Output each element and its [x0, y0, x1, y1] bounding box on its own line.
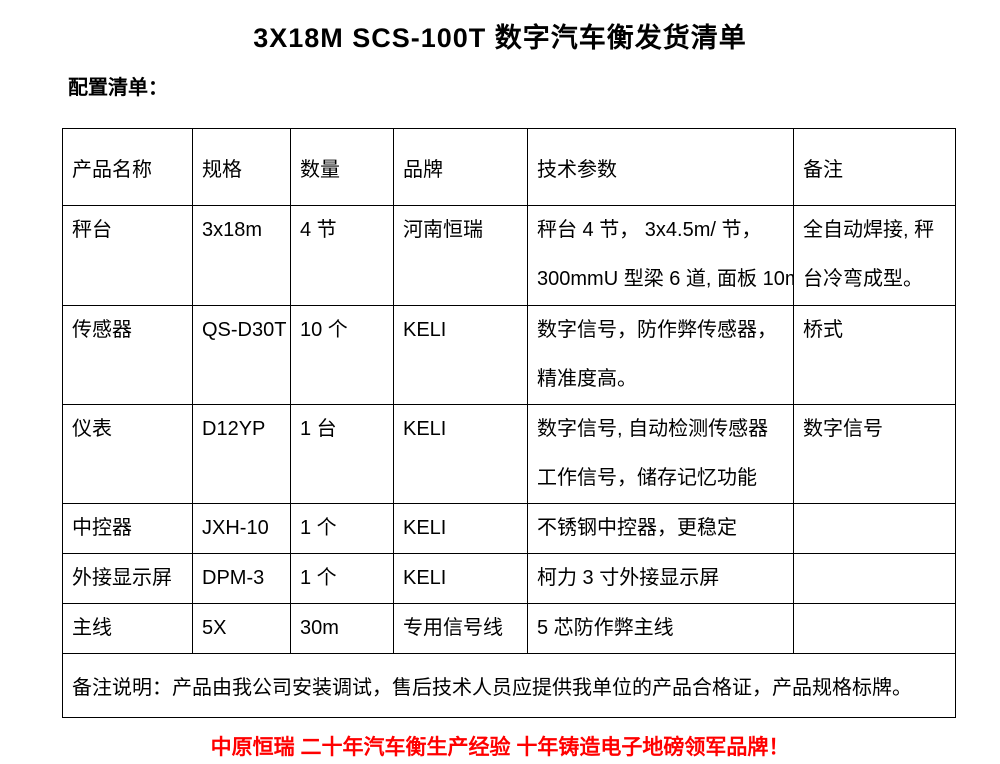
- page-title: 3X18M SCS-100T 数字汽车衡发货清单: [253, 23, 747, 53]
- remark-line: 数字信号: [803, 418, 883, 440]
- product-name-cell: 秤台: [62, 205, 193, 306]
- brand-cell: 河南恒瑞: [393, 205, 528, 306]
- tech-line: 数字信号, 自动检测传感器: [537, 418, 769, 440]
- qty-cell: 1 个: [290, 553, 394, 604]
- tech-cell: 不锈钢中控器，更稳定: [527, 503, 794, 554]
- table-row: 外接显示屏 DPM-3 1 个 KELI 柯力 3 寸外接显示屏: [62, 553, 956, 604]
- tech-line: 不锈钢中控器，更稳定: [537, 517, 737, 539]
- brand-cell: KELI: [393, 305, 528, 405]
- qty-cell: 30m: [290, 603, 394, 654]
- product-name-cell: 外接显示屏: [62, 553, 193, 604]
- brand-cell: KELI: [393, 404, 528, 504]
- tech-cell: 柯力 3 寸外接显示屏: [527, 553, 794, 604]
- remark-line: 全自动焊接, 秤: [803, 219, 935, 241]
- header-cell-tech: 技术参数: [527, 128, 794, 206]
- tech-line: 柯力 3 寸外接显示屏: [537, 567, 720, 589]
- spec-cell: QS-D30T: [192, 305, 291, 405]
- footer-slogan: 中原恒瑞 二十年汽车衡生产经验 十年铸造电子地磅领军品牌！: [210, 736, 790, 759]
- note-row: 备注说明：产品由我公司安装调试，售后技术人员应提供我单位的产品合格证，产品规格标…: [62, 653, 956, 718]
- spec-cell: JXH-10: [192, 503, 291, 554]
- tech-line: 工作信号，储存记忆功能: [537, 467, 757, 489]
- product-name-cell: 仪表: [62, 404, 193, 504]
- remark-cell: [793, 553, 956, 604]
- spec-cell: DPM-3: [192, 553, 291, 604]
- remark-cell: 数字信号: [793, 404, 956, 504]
- table-row: 秤台 3x18m 4 节 河南恒瑞 秤台 4 节， 3x4.5m/ 节， 300…: [62, 205, 956, 306]
- table-row: 主线 5X 30m 专用信号线 5 芯防作弊主线: [62, 603, 956, 654]
- remark-cell: 桥式: [793, 305, 956, 405]
- tech-line: 秤台 4 节， 3x4.5m/ 节，: [537, 219, 762, 241]
- product-name-cell: 传感器: [62, 305, 193, 405]
- product-name-cell: 中控器: [62, 503, 193, 554]
- qty-cell: 1 个: [290, 503, 394, 554]
- product-name-cell: 主线: [62, 603, 193, 654]
- header-cell-qty: 数量: [290, 128, 394, 206]
- header-cell-spec: 规格: [192, 128, 291, 206]
- table-row: 中控器 JXH-10 1 个 KELI 不锈钢中控器，更稳定: [62, 503, 956, 554]
- note-cell: 备注说明：产品由我公司安装调试，售后技术人员应提供我单位的产品合格证，产品规格标…: [62, 653, 956, 718]
- header-cell-remark: 备注: [793, 128, 956, 206]
- qty-cell: 4 节: [290, 205, 394, 306]
- remark-cell: 全自动焊接, 秤 台冷弯成型。: [793, 205, 956, 306]
- remark-line: 台冷弯成型。: [803, 268, 923, 290]
- tech-line: 5 芯防作弊主线: [537, 617, 674, 639]
- qty-cell: 10 个: [290, 305, 394, 405]
- tech-cell: 5 芯防作弊主线: [527, 603, 794, 654]
- brand-cell: 专用信号线: [393, 603, 528, 654]
- tech-line: 数字信号，防作弊传感器，: [537, 319, 777, 341]
- config-list-label: 配置清单：: [68, 77, 168, 99]
- table-row: 仪表 D12YP 1 台 KELI 数字信号, 自动检测传感器 工作信号，储存记…: [62, 404, 956, 504]
- shipping-table: 产品名称 规格 数量 品牌 技术参数 备注 秤台 3x18m 4 节 河南恒瑞 …: [62, 128, 956, 718]
- spec-cell: 3x18m: [192, 205, 291, 306]
- tech-cell: 数字信号，防作弊传感器， 精准度高。: [527, 305, 794, 405]
- qty-cell: 1 台: [290, 404, 394, 504]
- header-cell-brand: 品牌: [393, 128, 528, 206]
- remark-line: 桥式: [803, 319, 843, 341]
- header-cell-product-name: 产品名称: [62, 128, 193, 206]
- tech-line: 精准度高。: [537, 368, 637, 390]
- tech-line: 300mmU 型梁 6 道, 面板 10mm: [537, 268, 794, 290]
- remark-cell: [793, 603, 956, 654]
- brand-cell: KELI: [393, 553, 528, 604]
- table-header-row: 产品名称 规格 数量 品牌 技术参数 备注: [62, 128, 956, 206]
- remark-cell: [793, 503, 956, 554]
- tech-cell: 数字信号, 自动检测传感器 工作信号，储存记忆功能: [527, 404, 794, 504]
- brand-cell: KELI: [393, 503, 528, 554]
- spec-cell: 5X: [192, 603, 291, 654]
- spec-cell: D12YP: [192, 404, 291, 504]
- table-row: 传感器 QS-D30T 10 个 KELI 数字信号，防作弊传感器， 精准度高。…: [62, 305, 956, 405]
- tech-cell: 秤台 4 节， 3x4.5m/ 节， 300mmU 型梁 6 道, 面板 10m…: [527, 205, 794, 306]
